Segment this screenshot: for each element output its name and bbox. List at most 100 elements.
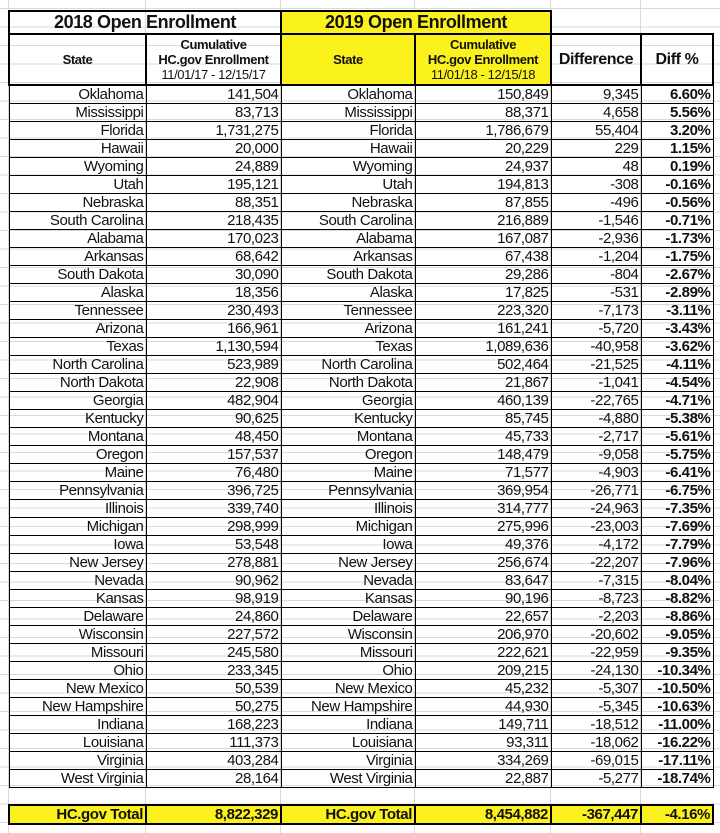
diff-pct-cell[interactable]: -7.96% xyxy=(640,553,714,572)
state-2019-cell[interactable]: Michigan xyxy=(280,517,416,536)
state-2019-cell[interactable]: New Hampshire xyxy=(280,697,416,716)
state-2018-cell[interactable]: New Hampshire xyxy=(8,697,147,716)
state-2018-cell[interactable]: Hawaii xyxy=(8,139,147,158)
diff-pct-cell[interactable]: -0.56% xyxy=(640,193,714,212)
difference-cell[interactable]: -22,207 xyxy=(550,553,642,572)
enrollment-2019-cell[interactable]: 67,438 xyxy=(414,247,552,266)
difference-cell[interactable]: -22,959 xyxy=(550,643,642,662)
enrollment-2019-cell[interactable]: 45,232 xyxy=(414,679,552,698)
enrollment-2018-cell[interactable]: 339,740 xyxy=(145,499,282,518)
diff-pct-cell[interactable]: -11.00% xyxy=(640,715,714,734)
difference-cell[interactable]: -18,512 xyxy=(550,715,642,734)
state-2018-cell[interactable]: Wisconsin xyxy=(8,625,147,644)
state-2018-cell[interactable]: Louisiana xyxy=(8,733,147,752)
state-2018-cell[interactable]: Montana xyxy=(8,427,147,446)
diff-pct-cell[interactable]: -3.43% xyxy=(640,319,714,338)
header-enrollment-2019[interactable]: Cumulative HC.gov Enrollment 11/01/18 - 12… xyxy=(414,33,552,86)
difference-cell[interactable]: -9,058 xyxy=(550,445,642,464)
enrollment-2019-cell[interactable]: 45,733 xyxy=(414,427,552,446)
enrollment-2019-cell[interactable]: 369,954 xyxy=(414,481,552,500)
enrollment-2019-cell[interactable]: 334,269 xyxy=(414,751,552,770)
difference-cell[interactable]: -1,041 xyxy=(550,373,642,392)
enrollment-2018-cell[interactable]: 195,121 xyxy=(145,175,282,194)
enrollment-2019-cell[interactable]: 1,089,636 xyxy=(414,337,552,356)
state-2019-cell[interactable]: Wisconsin xyxy=(280,625,416,644)
state-2019-cell[interactable]: Indiana xyxy=(280,715,416,734)
difference-cell[interactable]: -22,765 xyxy=(550,391,642,410)
difference-cell[interactable]: -4,880 xyxy=(550,409,642,428)
enrollment-2018-cell[interactable]: 141,504 xyxy=(145,84,282,104)
enrollment-2019-cell[interactable]: 167,087 xyxy=(414,229,552,248)
enrollment-2019-cell[interactable]: 216,889 xyxy=(414,211,552,230)
enrollment-2018-cell[interactable]: 98,919 xyxy=(145,589,282,608)
diff-pct-cell[interactable]: -4.71% xyxy=(640,391,714,410)
diff-pct-cell[interactable]: 3.20% xyxy=(640,121,714,140)
state-2018-cell[interactable]: Oregon xyxy=(8,445,147,464)
state-2018-cell[interactable]: North Carolina xyxy=(8,355,147,374)
state-2019-cell[interactable]: South Dakota xyxy=(280,265,416,284)
total-value-2018[interactable]: 8,822,329 xyxy=(145,804,282,825)
state-2019-cell[interactable]: Alaska xyxy=(280,283,416,302)
enrollment-2018-cell[interactable]: 90,962 xyxy=(145,571,282,590)
diff-pct-cell[interactable]: -9.05% xyxy=(640,625,714,644)
enrollment-2018-cell[interactable]: 166,961 xyxy=(145,319,282,338)
header-difference[interactable]: Difference xyxy=(550,33,642,86)
enrollment-2019-cell[interactable]: 502,464 xyxy=(414,355,552,374)
diff-pct-cell[interactable]: -18.74% xyxy=(640,769,714,788)
diff-pct-cell[interactable]: -2.67% xyxy=(640,265,714,284)
enrollment-2019-cell[interactable]: 1,786,679 xyxy=(414,121,552,140)
enrollment-2019-cell[interactable]: 206,970 xyxy=(414,625,552,644)
difference-cell[interactable]: -7,315 xyxy=(550,571,642,590)
enrollment-2019-cell[interactable]: 256,674 xyxy=(414,553,552,572)
difference-cell[interactable]: -21,525 xyxy=(550,355,642,374)
diff-pct-cell[interactable]: -10.50% xyxy=(640,679,714,698)
enrollment-2018-cell[interactable]: 111,373 xyxy=(145,733,282,752)
enrollment-2018-cell[interactable]: 76,480 xyxy=(145,463,282,482)
state-2018-cell[interactable]: Alaska xyxy=(8,283,147,302)
enrollment-2019-cell[interactable]: 209,215 xyxy=(414,661,552,680)
state-2018-cell[interactable]: Kansas xyxy=(8,589,147,608)
total-label-2018[interactable]: HC.gov Total xyxy=(8,804,147,825)
enrollment-2019-cell[interactable]: 150,849 xyxy=(414,84,552,104)
state-2018-cell[interactable]: New Jersey xyxy=(8,553,147,572)
diff-pct-cell[interactable]: -10.63% xyxy=(640,697,714,716)
enrollment-2019-cell[interactable]: 85,745 xyxy=(414,409,552,428)
state-2018-cell[interactable]: Illinois xyxy=(8,499,147,518)
state-2019-cell[interactable]: Iowa xyxy=(280,535,416,554)
enrollment-2019-cell[interactable]: 20,229 xyxy=(414,139,552,158)
header-diff-pct[interactable]: Diff % xyxy=(640,33,714,86)
state-2018-cell[interactable]: Texas xyxy=(8,337,147,356)
enrollment-2018-cell[interactable]: 278,881 xyxy=(145,553,282,572)
state-2019-cell[interactable]: Arizona xyxy=(280,319,416,338)
difference-cell[interactable]: -69,015 xyxy=(550,751,642,770)
state-2018-cell[interactable]: Nevada xyxy=(8,571,147,590)
state-2019-cell[interactable]: Pennsylvania xyxy=(280,481,416,500)
enrollment-2019-cell[interactable]: 149,711 xyxy=(414,715,552,734)
enrollment-2018-cell[interactable]: 50,539 xyxy=(145,679,282,698)
enrollment-2019-cell[interactable]: 223,320 xyxy=(414,301,552,320)
difference-cell[interactable]: 48 xyxy=(550,157,642,176)
header-state-2019[interactable]: State xyxy=(280,33,416,86)
group-2018-title[interactable]: 2018 Open Enrollment xyxy=(8,10,282,35)
diff-pct-cell[interactable]: -5.75% xyxy=(640,445,714,464)
difference-cell[interactable]: 9,345 xyxy=(550,84,642,104)
difference-cell[interactable]: -2,717 xyxy=(550,427,642,446)
state-2019-cell[interactable]: Missouri xyxy=(280,643,416,662)
enrollment-2019-cell[interactable]: 29,286 xyxy=(414,265,552,284)
enrollment-2019-cell[interactable]: 21,867 xyxy=(414,373,552,392)
diff-pct-cell[interactable]: -6.41% xyxy=(640,463,714,482)
enrollment-2018-cell[interactable]: 24,860 xyxy=(145,607,282,626)
state-2019-cell[interactable]: Hawaii xyxy=(280,139,416,158)
state-2018-cell[interactable]: Arkansas xyxy=(8,247,147,266)
diff-pct-cell[interactable]: -3.62% xyxy=(640,337,714,356)
diff-pct-cell[interactable]: 5.56% xyxy=(640,103,714,122)
state-2019-cell[interactable]: Georgia xyxy=(280,391,416,410)
state-2019-cell[interactable]: Florida xyxy=(280,121,416,140)
state-2018-cell[interactable]: Tennessee xyxy=(8,301,147,320)
state-2018-cell[interactable]: Michigan xyxy=(8,517,147,536)
state-2019-cell[interactable]: Mississippi xyxy=(280,103,416,122)
state-2018-cell[interactable]: Oklahoma xyxy=(8,84,147,104)
diff-pct-cell[interactable]: -8.86% xyxy=(640,607,714,626)
state-2019-cell[interactable]: Arkansas xyxy=(280,247,416,266)
state-2018-cell[interactable]: South Carolina xyxy=(8,211,147,230)
